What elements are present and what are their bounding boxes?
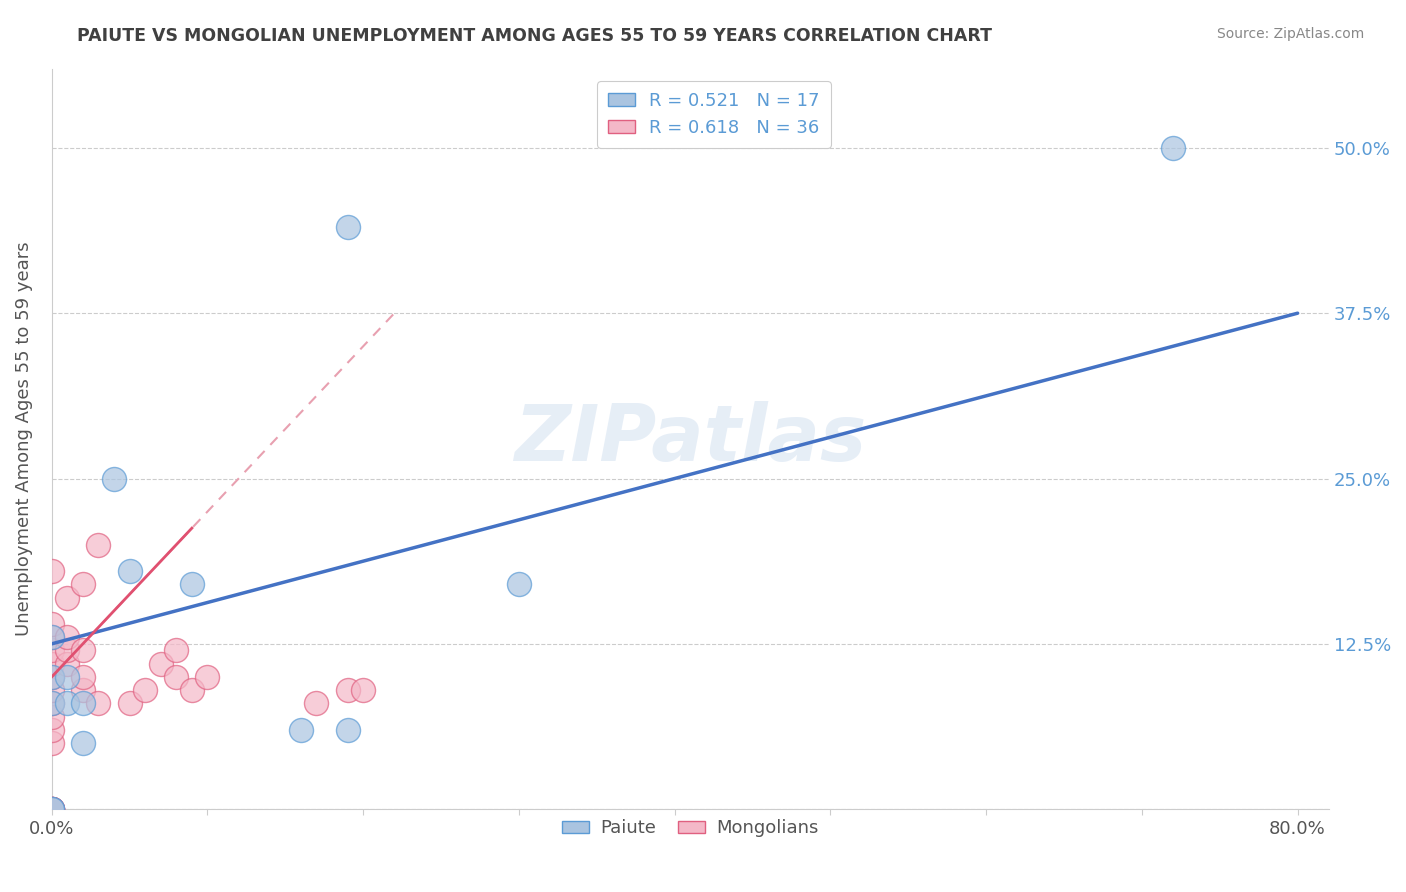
Point — [72, 736, 94, 750]
Point — [72, 577, 94, 591]
Point — [41, 696, 63, 710]
Point — [41, 670, 63, 684]
Point — [41, 683, 63, 698]
Point — [180, 577, 202, 591]
Point — [41, 802, 63, 816]
Point — [41, 630, 63, 644]
Point — [41, 696, 63, 710]
Point — [165, 643, 187, 657]
Point — [41, 723, 63, 737]
Point — [56, 643, 79, 657]
Point — [41, 802, 63, 816]
Text: ZIPatlas: ZIPatlas — [515, 401, 866, 477]
Point — [508, 577, 530, 591]
Point — [41, 617, 63, 632]
Point — [56, 696, 79, 710]
Point — [336, 683, 359, 698]
Point — [103, 471, 125, 485]
Point — [41, 670, 63, 684]
Point — [72, 670, 94, 684]
Point — [56, 591, 79, 605]
Point — [87, 696, 110, 710]
Y-axis label: Unemployment Among Ages 55 to 59 years: Unemployment Among Ages 55 to 59 years — [15, 242, 32, 636]
Point — [41, 802, 63, 816]
Point — [41, 630, 63, 644]
Point — [165, 670, 187, 684]
Point — [149, 657, 172, 671]
Point — [72, 696, 94, 710]
Point — [41, 802, 63, 816]
Point — [56, 630, 79, 644]
Point — [118, 564, 141, 578]
Legend: Paiute, Mongolians: Paiute, Mongolians — [555, 812, 825, 845]
Point — [336, 220, 359, 235]
Point — [180, 683, 202, 698]
Point — [118, 696, 141, 710]
Point — [290, 723, 312, 737]
Text: Source: ZipAtlas.com: Source: ZipAtlas.com — [1216, 27, 1364, 41]
Point — [56, 670, 79, 684]
Point — [87, 538, 110, 552]
Point — [41, 802, 63, 816]
Point — [352, 683, 374, 698]
Point — [41, 657, 63, 671]
Point — [134, 683, 156, 698]
Point — [305, 696, 328, 710]
Point — [41, 802, 63, 816]
Point — [41, 709, 63, 723]
Point — [56, 657, 79, 671]
Point — [41, 802, 63, 816]
Point — [197, 670, 219, 684]
Point — [41, 564, 63, 578]
Point — [336, 723, 359, 737]
Point — [1161, 141, 1184, 155]
Text: PAIUTE VS MONGOLIAN UNEMPLOYMENT AMONG AGES 55 TO 59 YEARS CORRELATION CHART: PAIUTE VS MONGOLIAN UNEMPLOYMENT AMONG A… — [77, 27, 993, 45]
Point — [41, 736, 63, 750]
Point — [41, 643, 63, 657]
Point — [72, 683, 94, 698]
Point — [72, 643, 94, 657]
